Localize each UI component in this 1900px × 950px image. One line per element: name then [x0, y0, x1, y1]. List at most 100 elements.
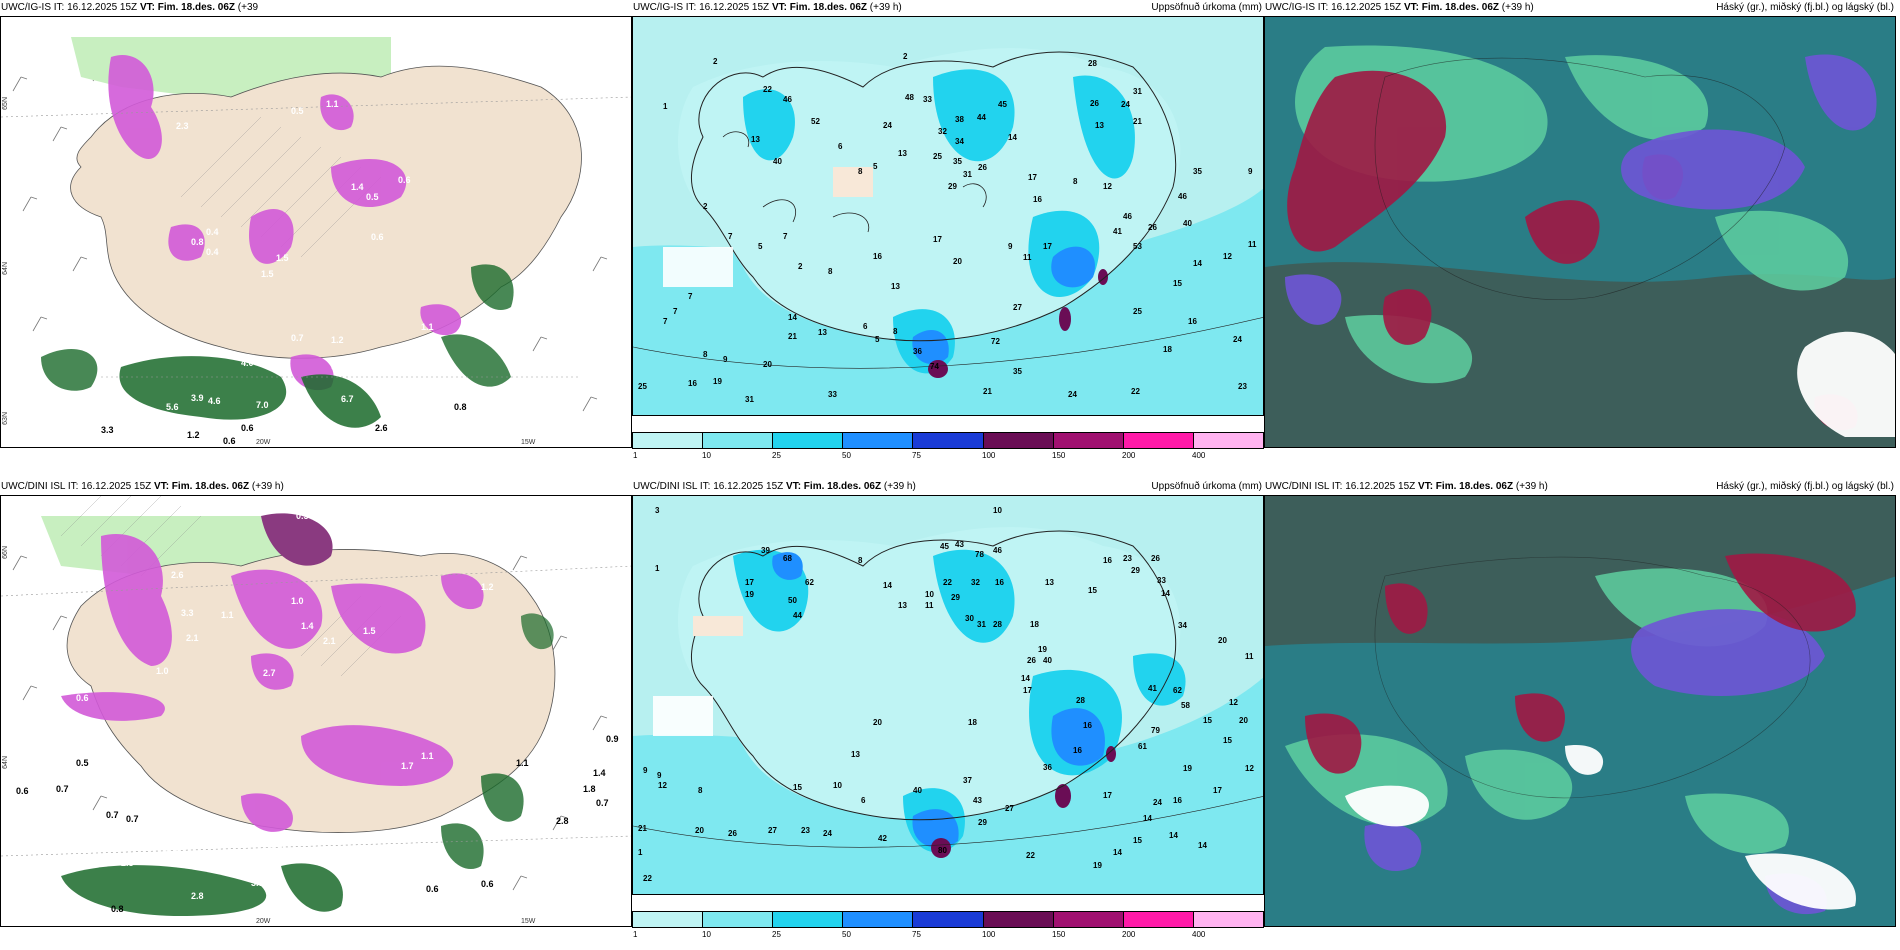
value-label: 1.5: [81, 904, 94, 914]
value-label: 4.0: [241, 358, 254, 368]
value-label: 0.5: [366, 192, 379, 202]
value-label: 4.2: [362, 432, 375, 442]
value-label: 0.6: [481, 879, 494, 889]
station-value: 13: [751, 135, 760, 144]
value-label: 1.1: [516, 758, 529, 768]
station-value: 34: [1178, 621, 1187, 630]
station-value: 30: [965, 614, 974, 623]
value-label: 1.1: [326, 99, 339, 109]
station-value: 22: [1026, 851, 1035, 860]
station-value: 15: [1223, 736, 1232, 745]
legend-tick: 25: [772, 451, 781, 460]
value-label: 2.9: [558, 748, 571, 758]
station-value: 16: [1103, 556, 1112, 565]
legend-swatch: [913, 912, 984, 927]
station-value: 2: [798, 262, 803, 271]
station-value: 39: [761, 546, 770, 555]
station-value: 17: [1028, 173, 1037, 182]
legend-swatch: [983, 433, 1054, 448]
station-value: 19: [745, 590, 754, 599]
value-label: 1.7: [401, 761, 414, 771]
value-label: 2.7: [263, 668, 276, 678]
value-label: 0.5: [296, 511, 309, 521]
station-value: 24: [823, 829, 832, 838]
station-value: 23: [1238, 382, 1247, 391]
station-value: 13: [898, 149, 907, 158]
station-value: 13: [891, 282, 900, 291]
station-value: 9: [657, 771, 662, 780]
station-value: 33: [923, 95, 932, 104]
station-value: 36: [1043, 763, 1052, 772]
station-value: 1: [655, 564, 660, 573]
legend-tick: 150: [1052, 930, 1066, 939]
station-value: 17: [745, 578, 754, 587]
legend-swatch: [703, 912, 774, 927]
station-value: 22: [943, 578, 952, 587]
value-label: 0.6: [76, 693, 89, 703]
station-value: 14: [1169, 831, 1178, 840]
station-value: 26: [1148, 223, 1157, 232]
value-label: 0.6: [426, 884, 439, 894]
value-label: 0.6: [101, 403, 114, 413]
station-value: 35: [953, 157, 962, 166]
station-value: 48: [905, 93, 914, 102]
value-label: 5.1: [271, 844, 284, 854]
legend-tick: 1: [633, 930, 638, 939]
station-value: 61: [1138, 742, 1147, 751]
station-value: 22: [763, 85, 772, 94]
value-label: 3.9: [191, 393, 204, 403]
value-label: 1.5: [261, 269, 274, 279]
value-label: 1.4: [301, 621, 314, 631]
legend-tick: 10: [702, 451, 711, 460]
legend-swatch: [773, 912, 844, 927]
station-value: 25: [638, 382, 647, 391]
value-label: 2.6: [375, 423, 388, 433]
value-label: 3.9: [166, 848, 179, 858]
station-value: 53: [1133, 242, 1142, 251]
station-value: 26: [1027, 656, 1036, 665]
station-value: 35: [1013, 367, 1022, 376]
value-label: 0.7: [126, 814, 139, 824]
value-label: 0.8: [111, 904, 124, 914]
station-value: 13: [898, 601, 907, 610]
station-value: 17: [1103, 791, 1112, 800]
station-value: 8: [703, 350, 708, 359]
station-value: 20: [695, 826, 704, 835]
legend-tick: 1: [633, 451, 638, 460]
legend-tick: 200: [1122, 930, 1136, 939]
value-label: 3.3: [101, 425, 114, 435]
value-label: 0.8: [454, 402, 467, 412]
value-label: 1.4: [351, 182, 364, 192]
station-value: 40: [1043, 656, 1052, 665]
station-value: 2: [713, 57, 718, 66]
station-value: 25: [933, 152, 942, 161]
station-value: 14: [1008, 133, 1017, 142]
value-label: 2.8: [191, 891, 204, 901]
station-value: 27: [1005, 804, 1014, 813]
lon-label: 20W: [256, 918, 271, 925]
station-value: 14: [1161, 589, 1170, 598]
station-value: 12: [1229, 698, 1238, 707]
station-value: 36: [913, 347, 922, 356]
value-label: 4.5: [291, 832, 304, 842]
value-label: 0.6: [223, 436, 236, 446]
precip-legend: [632, 911, 1264, 943]
station-value: 28: [993, 620, 1002, 629]
station-value: 16: [1073, 746, 1082, 755]
legend-tick: 75: [912, 451, 921, 460]
value-label: 0.3: [351, 506, 364, 516]
station-value: 15: [1133, 836, 1142, 845]
value-label: 2.3: [121, 858, 134, 868]
station-value: 20: [953, 257, 962, 266]
station-value: 10: [925, 590, 934, 599]
station-value: 28: [1088, 59, 1097, 68]
legend-swatch: [843, 912, 914, 927]
value-label: 0.6: [241, 423, 254, 433]
station-value: 19: [1183, 764, 1192, 773]
value-label: 9.3: [341, 435, 354, 445]
value-label: 1.0: [291, 596, 304, 606]
lat-label: 63N: [2, 412, 9, 425]
value-label: 2.3: [176, 121, 189, 131]
station-value: 44: [793, 611, 802, 620]
legend-tick: 100: [982, 451, 996, 460]
